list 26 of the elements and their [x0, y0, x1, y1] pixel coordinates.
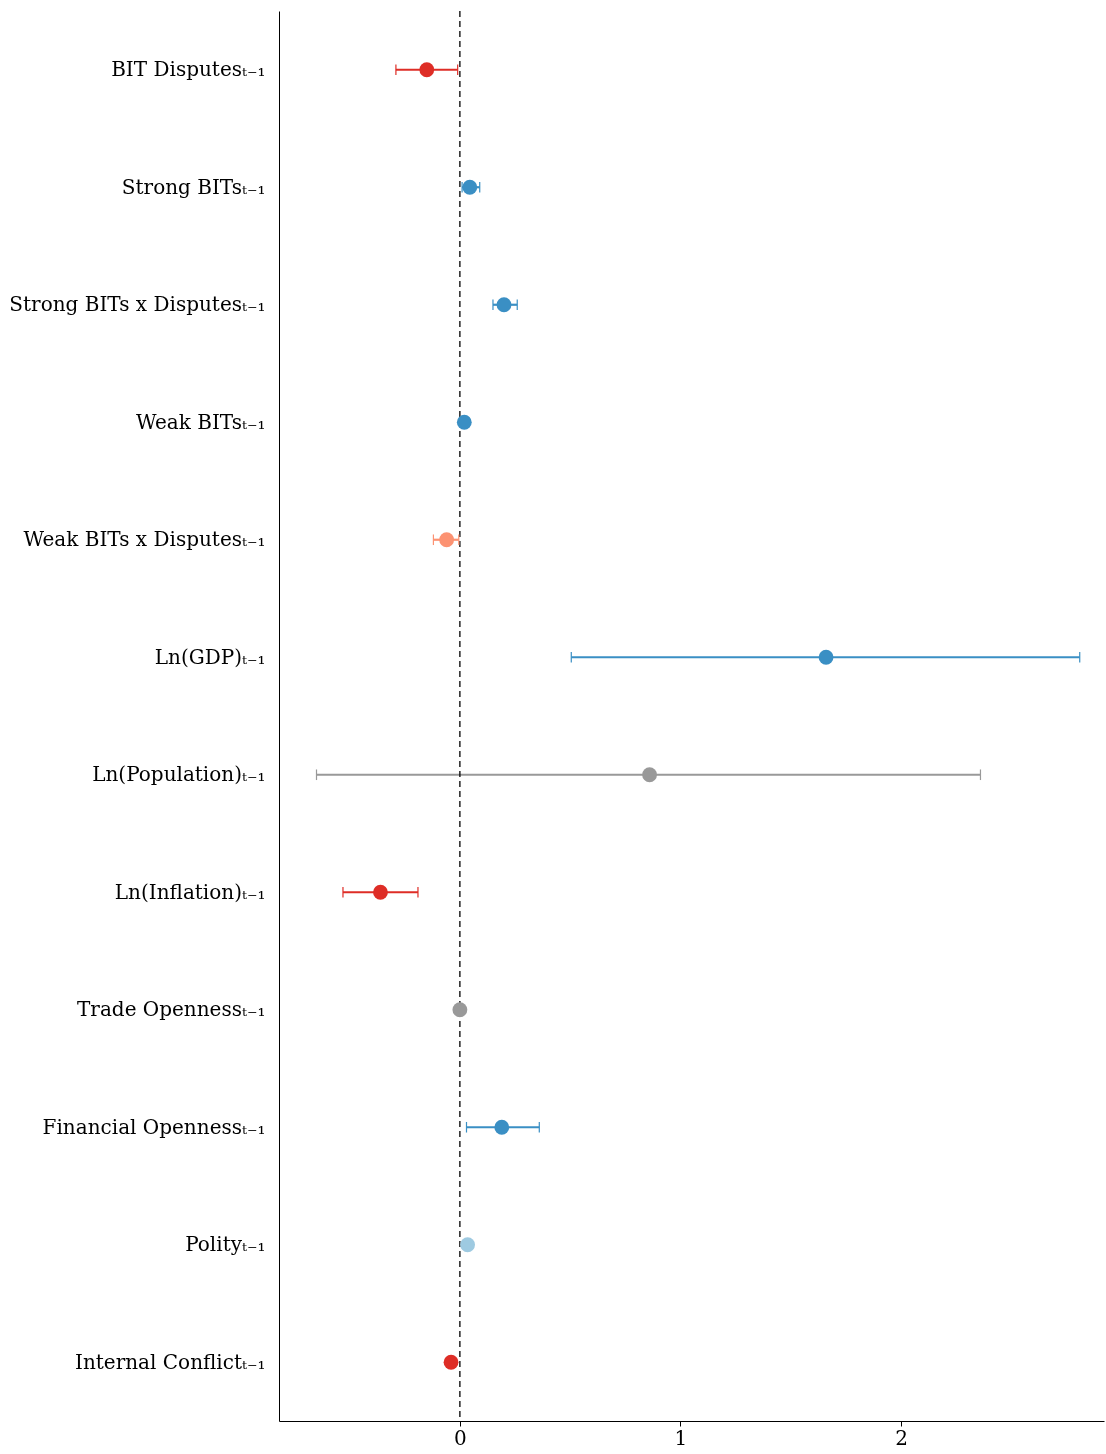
- point: [494, 1119, 510, 1135]
- x-tick-label: 0: [454, 1425, 467, 1450]
- x-tick-label: 1: [674, 1425, 688, 1450]
- y-tick-label: Strong BITs x Disputesₜ₋₁: [9, 292, 266, 317]
- y-tick-label: Ln(Population)ₜ₋₁: [92, 762, 266, 787]
- y-tick-label: Polityₜ₋₁: [185, 1232, 266, 1257]
- y-tick-label: Strong BITsₜ₋₁: [121, 174, 266, 199]
- point: [642, 767, 657, 783]
- y-tick-label: Weak BITsₜ₋₁: [136, 409, 266, 434]
- y-tick-label: Ln(Inflation)ₜ₋₁: [114, 879, 266, 904]
- y-tick-label: Internal Conflictₜ₋₁: [75, 1349, 266, 1374]
- point: [456, 414, 472, 430]
- y-tick-label: Financial Opennessₜ₋₁: [42, 1114, 266, 1139]
- point: [373, 884, 388, 900]
- point: [460, 1237, 476, 1253]
- x-tick-label: 2: [895, 1425, 908, 1450]
- y-tick-label: Ln(GDP)ₜ₋₁: [154, 644, 266, 669]
- y-tick-label: Weak BITs x Disputesₜ₋₁: [23, 527, 266, 552]
- point: [452, 1002, 468, 1018]
- point: [419, 62, 435, 78]
- y-tick-label: Trade Opennessₜ₋₁: [77, 997, 266, 1022]
- point: [439, 532, 455, 548]
- point: [496, 297, 512, 313]
- point: [443, 1354, 459, 1370]
- point: [818, 649, 834, 665]
- y-tick-label: BIT Disputesₜ₋₁: [111, 57, 266, 82]
